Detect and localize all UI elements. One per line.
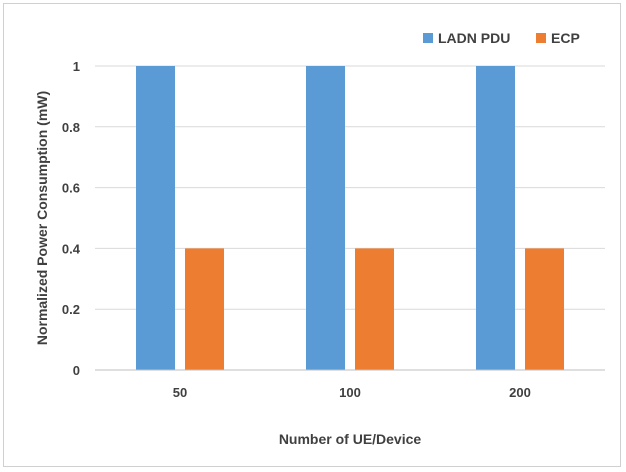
bar-ecp-200 xyxy=(525,248,564,370)
x-tick-label: 200 xyxy=(509,385,531,400)
legend: LADN PDU ECP xyxy=(423,30,580,46)
legend-swatch-ecp xyxy=(536,33,546,43)
bar-ladn-pdu-100 xyxy=(306,66,345,370)
bar-ecp-50 xyxy=(185,248,224,370)
legend-label: LADN PDU xyxy=(438,30,510,46)
bar-ladn-pdu-50 xyxy=(136,66,175,370)
x-axis-ticks: 50 100 200 xyxy=(173,385,531,400)
legend-swatch-ladn-pdu xyxy=(423,33,433,43)
y-tick-label: 0.6 xyxy=(62,181,80,196)
legend-label: ECP xyxy=(551,30,580,46)
y-tick-label: 0.8 xyxy=(62,120,80,135)
bar-ecp-100 xyxy=(355,248,394,370)
y-tick-label: 0.2 xyxy=(62,302,80,317)
y-axis-title: Normalized Power Consumption (mW) xyxy=(34,91,50,345)
x-axis-title: Number of UE/Device xyxy=(279,431,422,447)
bars xyxy=(136,66,564,370)
y-axis-ticks: 0 0.2 0.4 0.6 0.8 1 xyxy=(62,59,81,378)
y-tick-label: 0.4 xyxy=(62,241,81,256)
y-tick-label: 0 xyxy=(73,363,80,378)
bar-ladn-pdu-200 xyxy=(476,66,515,370)
x-tick-label: 100 xyxy=(339,385,361,400)
y-tick-label: 1 xyxy=(73,59,80,74)
x-tick-label: 50 xyxy=(173,385,187,400)
gridlines xyxy=(95,65,605,310)
